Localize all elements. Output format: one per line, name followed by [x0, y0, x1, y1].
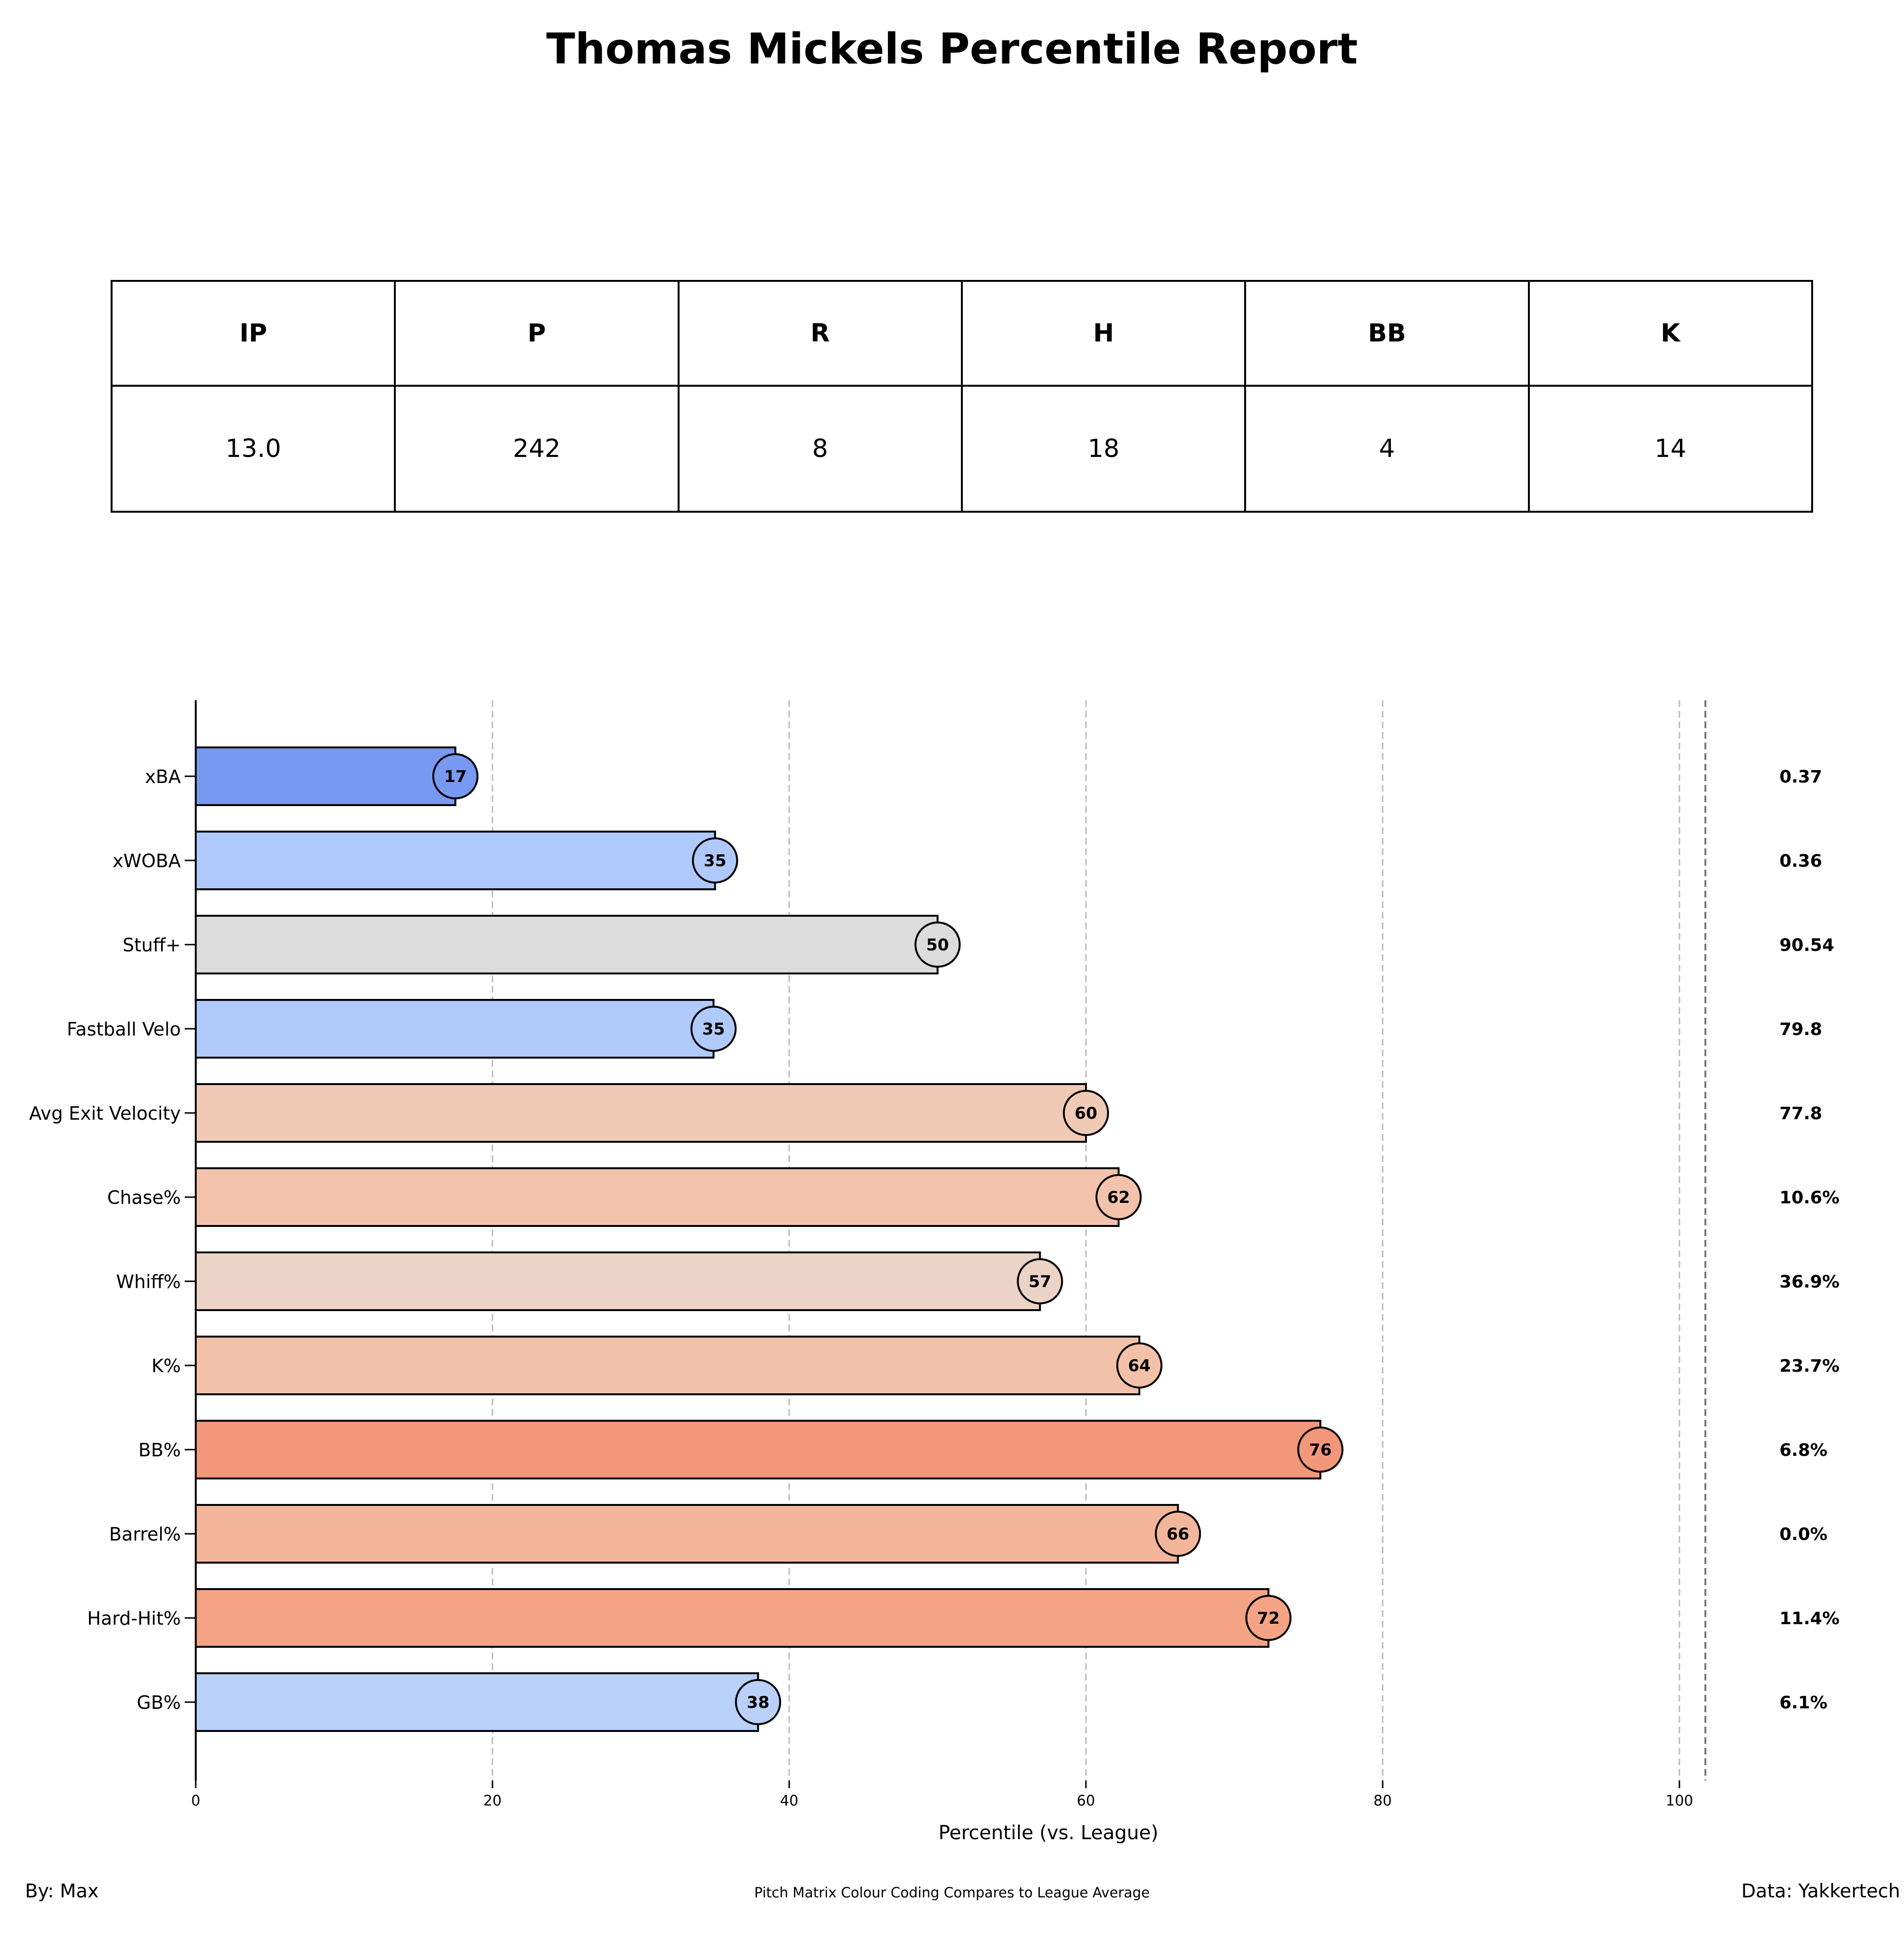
- category-label: BB%: [139, 1440, 181, 1461]
- raw-value-label: 90.54: [1779, 935, 1834, 955]
- category-label: Fastball Velo: [67, 1019, 181, 1040]
- footer-author: By: Max: [25, 1881, 99, 1902]
- bar: [195, 1672, 759, 1732]
- value-label: 35: [704, 851, 726, 871]
- value-circle: [1297, 1427, 1344, 1473]
- raw-value-label: 0.0%: [1779, 1525, 1828, 1544]
- bar: [195, 1167, 1120, 1227]
- raw-value-label: 10.6%: [1779, 1188, 1840, 1208]
- value-label: 50: [926, 935, 949, 955]
- bar: [195, 1588, 1270, 1648]
- stats-header-cell: IP: [110, 280, 396, 387]
- category-label: Stuff+: [123, 935, 181, 956]
- raw-value-label: 6.1%: [1779, 1693, 1828, 1713]
- value-label: 64: [1128, 1356, 1150, 1376]
- value-label: 62: [1107, 1188, 1130, 1207]
- chart-title: Thomas Mickels Percentile Report: [546, 24, 1358, 74]
- category-label: Whiff%: [116, 1271, 181, 1292]
- category-label: K%: [151, 1355, 181, 1377]
- value-label: 38: [747, 1693, 769, 1712]
- stats-header-cell: BB: [1244, 280, 1530, 387]
- stats-header-cell: R: [677, 280, 963, 387]
- stats-header-cell: H: [960, 280, 1247, 387]
- stats-value-row: 13.0 242 8 18 4 14: [110, 385, 1814, 513]
- bar: [195, 831, 716, 890]
- category-label: Avg Exit Velocity: [29, 1103, 181, 1124]
- value-circle: [914, 922, 961, 968]
- category-label: Chase%: [107, 1187, 181, 1208]
- bar: [195, 999, 715, 1059]
- value-label: 72: [1257, 1609, 1280, 1628]
- stats-header-row: IP P R H BB K: [110, 280, 1814, 387]
- x-tick-label: 80: [1374, 1793, 1392, 1809]
- value-circle: [1116, 1342, 1163, 1389]
- x-tick-label: 40: [780, 1793, 798, 1809]
- value-circle: [735, 1679, 782, 1725]
- stats-table: IP P R H BB K 13.0 242 8 18 4 14: [110, 280, 1814, 513]
- footer-note: Pitch Matrix Colour Coding Compares to L…: [754, 1884, 1150, 1901]
- category-label: Hard-Hit%: [87, 1608, 181, 1629]
- stats-value-cell: 242: [394, 385, 680, 513]
- value-label: 57: [1029, 1272, 1051, 1291]
- raw-value-label: 0.36: [1779, 851, 1822, 871]
- stats-value-cell: 8: [677, 385, 963, 513]
- value-circle: [1155, 1511, 1201, 1557]
- category-label: GB%: [137, 1692, 181, 1713]
- bar: [195, 1420, 1322, 1479]
- bar: [195, 915, 939, 974]
- bar: [195, 1251, 1041, 1311]
- x-tick-label: 100: [1665, 1793, 1693, 1809]
- x-tick-label: 60: [1077, 1793, 1095, 1809]
- category-label: xBA: [145, 766, 181, 787]
- raw-value-label: 79.8: [1779, 1020, 1822, 1039]
- value-circle: [692, 837, 738, 884]
- bar: [195, 1336, 1141, 1395]
- bar: [195, 1504, 1179, 1564]
- value-label: 76: [1309, 1440, 1332, 1460]
- stats-value-cell: 4: [1244, 385, 1530, 513]
- value-circle: [1095, 1174, 1142, 1220]
- raw-value-label: 0.37: [1779, 767, 1822, 787]
- raw-value-label: 11.4%: [1779, 1609, 1840, 1629]
- footer-source: Data: Yakkertech: [1741, 1881, 1900, 1902]
- stats-value-cell: 14: [1527, 385, 1814, 513]
- value-label: 66: [1167, 1525, 1189, 1544]
- x-tick-label: 0: [191, 1793, 200, 1809]
- value-circle: [432, 753, 479, 799]
- x-axis-label: Percentile (vs. League): [938, 1822, 1158, 1844]
- value-circle: [1245, 1595, 1292, 1641]
- bar: [195, 1083, 1087, 1143]
- stats-header-cell: P: [394, 280, 680, 387]
- value-label: 35: [702, 1020, 725, 1039]
- stats-value-cell: 13.0: [110, 385, 396, 513]
- value-circle: [690, 1006, 737, 1052]
- value-circle: [1017, 1258, 1063, 1304]
- raw-value-label: 23.7%: [1779, 1356, 1840, 1376]
- category-label: Barrel%: [109, 1524, 181, 1545]
- value-label: 17: [444, 767, 467, 786]
- raw-value-label: 77.8: [1779, 1104, 1822, 1124]
- stats-header-cell: K: [1527, 280, 1814, 387]
- raw-value-label: 36.9%: [1779, 1272, 1840, 1292]
- raw-value-label: 6.8%: [1779, 1440, 1828, 1460]
- x-tick-label: 20: [483, 1793, 502, 1809]
- category-label: xWOBA: [113, 850, 181, 871]
- bar: [195, 746, 456, 806]
- value-circle: [1063, 1090, 1109, 1136]
- stats-value-cell: 18: [960, 385, 1247, 513]
- value-label: 60: [1074, 1104, 1097, 1123]
